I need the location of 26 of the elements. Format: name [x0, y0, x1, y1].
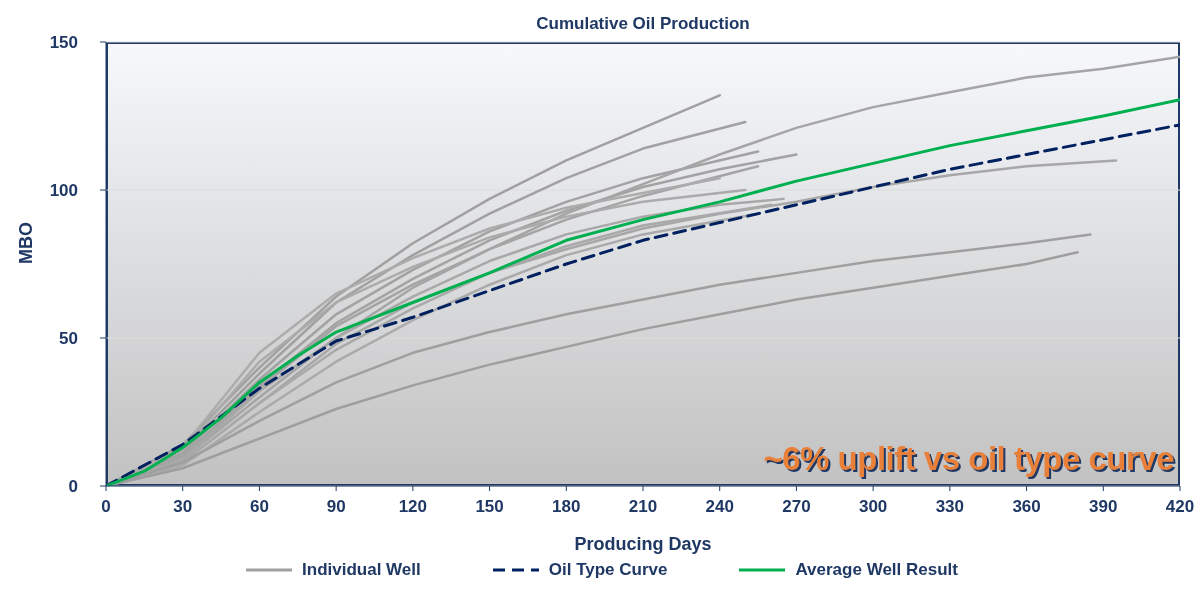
annotation: ~6% uplift vs oil type curve — [763, 440, 1174, 478]
x-tick-label: 330 — [935, 497, 965, 517]
legend-label: Individual Well — [302, 560, 421, 580]
x-tick-label: 60 — [249, 497, 269, 517]
x-tick-label: 210 — [628, 497, 658, 517]
y-tick-label: 0 — [68, 477, 78, 497]
x-tick-label: 420 — [1165, 497, 1195, 517]
y-tick-label: 100 — [49, 181, 78, 201]
x-tick-label: 120 — [398, 497, 428, 517]
x-axis-title: Producing Days — [574, 534, 712, 554]
y-tick-label: 150 — [49, 33, 78, 53]
x-tick-label: 390 — [1089, 497, 1118, 517]
x-tick-label: 240 — [705, 497, 734, 517]
legend-label: Average Well Result — [795, 560, 958, 580]
x-tick-label: 90 — [326, 497, 346, 517]
y-tick-label: 50 — [59, 329, 78, 349]
x-tick-label: 180 — [552, 497, 581, 517]
x-tick-label: 0 — [101, 497, 111, 517]
legend-label: Oil Type Curve — [548, 560, 668, 580]
x-tick-label: 360 — [1012, 497, 1041, 517]
chart-title: Cumulative Oil Production — [535, 14, 751, 34]
x-tick-label: 270 — [782, 497, 811, 517]
y-axis-title: MBO — [16, 222, 37, 264]
x-tick-label: 30 — [173, 497, 193, 517]
x-tick-label: 300 — [858, 497, 888, 517]
x-tick-label: 150 — [475, 497, 504, 517]
